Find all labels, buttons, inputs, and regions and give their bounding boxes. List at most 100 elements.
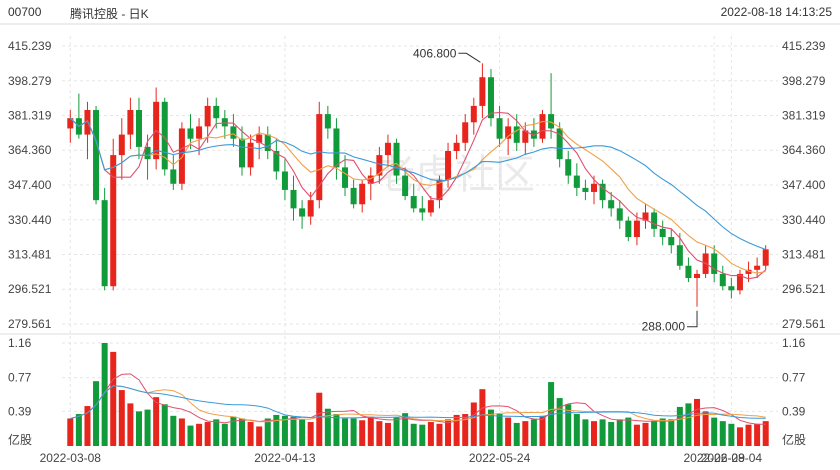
volume-bar: [376, 421, 383, 446]
price-tick-label-left: 347.400: [8, 178, 52, 192]
candle-body: [118, 134, 125, 156]
candle-body: [350, 187, 357, 205]
volume-bar: [84, 406, 91, 446]
volume-bar: [496, 414, 503, 446]
price-tick-label-right: 364.360: [782, 143, 826, 157]
volume-bar: [453, 414, 460, 446]
candle-body: [316, 114, 323, 201]
volume-bar: [728, 423, 735, 446]
volume-bar: [393, 417, 400, 446]
candle-body: [110, 155, 117, 287]
candle-body: [281, 171, 288, 190]
candle-body: [419, 208, 426, 213]
volume-bar: [590, 421, 598, 446]
volume-bar: [608, 422, 615, 446]
volume-bar: [247, 422, 254, 446]
price-tick-label-right: 279.561: [782, 317, 826, 331]
volume-bar: [556, 398, 563, 446]
volume-bar: [264, 418, 271, 446]
candle-body: [719, 273, 726, 287]
candle-body: [470, 105, 477, 123]
volume-bar: [762, 421, 769, 446]
price-tick-label-left: 296.521: [8, 282, 52, 296]
candle-body: [144, 146, 151, 160]
candle-body: [67, 118, 74, 129]
stock-code: 00700: [8, 5, 42, 19]
price-tick-label-left: 415.239: [8, 39, 52, 53]
candle-body: [711, 253, 718, 274]
candle-body: [342, 167, 349, 188]
candle-body: [728, 286, 735, 291]
volume-bar: [342, 418, 349, 446]
volume-bar: [238, 418, 246, 446]
volume-bar: [633, 424, 640, 446]
candle-body: [685, 265, 692, 279]
price-tick-label-right: 415.239: [782, 39, 826, 53]
candle-body: [633, 220, 640, 238]
volume-bar: [402, 413, 409, 446]
volume-tick-label-left: 1.16: [8, 336, 32, 350]
candle-body: [170, 169, 177, 184]
volume-bar: [582, 419, 589, 446]
candle-body: [762, 249, 769, 266]
price-tick-label-right: 398.279: [782, 74, 826, 88]
volume-bar: [565, 404, 572, 446]
candle-body: [668, 237, 675, 246]
price-tick-label-right: 313.481: [782, 247, 826, 261]
price-tick-label-left: 381.319: [8, 109, 52, 123]
candle-body: [135, 110, 142, 147]
price-tick-label-left: 398.279: [8, 74, 52, 88]
volume-bar: [668, 419, 675, 446]
candle-body: [599, 183, 606, 201]
candle-body: [127, 110, 134, 135]
candle-body: [487, 77, 494, 119]
volume-bar: [153, 397, 160, 446]
volume-bar: [93, 381, 100, 446]
timestamp: 2022-08-18 14:13:25: [720, 5, 832, 19]
volume-bar: [513, 422, 520, 446]
volume-bar: [754, 423, 761, 446]
candle-body: [530, 130, 537, 139]
candle-body: [213, 105, 220, 119]
volume-ma5-line: [70, 373, 766, 425]
ma5-line: [69, 111, 767, 280]
volume-bar: [204, 422, 211, 446]
volume-bar: [522, 421, 529, 446]
candle-body: [582, 187, 589, 192]
volume-bar: [144, 409, 151, 446]
low-annotation: 288.000: [642, 320, 686, 334]
candle-body: [196, 126, 203, 139]
volume-bar: [135, 411, 142, 446]
candle-body: [402, 175, 409, 197]
volume-bar: [273, 414, 280, 446]
candle-body: [93, 110, 100, 201]
volume-bar: [213, 419, 220, 446]
volume-bar: [367, 416, 374, 446]
volume-bar: [573, 414, 580, 446]
volume-bar: [230, 416, 237, 446]
date-tick-label: 2022-03-08: [40, 451, 102, 465]
volume-tick-label-right: 0.39: [782, 404, 806, 418]
volume-bar: [359, 420, 366, 446]
price-tick-label-right: 381.319: [782, 109, 826, 123]
volume-bar: [324, 408, 331, 446]
date-tick-label: 2022-05-24: [469, 451, 531, 465]
price-tick-label-left: 364.360: [8, 143, 52, 157]
candle-body: [264, 134, 271, 151]
candle-body: [238, 138, 246, 168]
volume-bar: [75, 414, 82, 446]
high-annotation: 406.800: [413, 46, 457, 60]
candle-body: [178, 128, 185, 184]
volume-bar: [299, 419, 306, 446]
stock-name: 腾讯控股 - 日K: [70, 7, 149, 21]
date-tick-label: 2022-08-04: [701, 451, 763, 465]
candle-body: [204, 105, 211, 127]
candle-body: [273, 150, 280, 172]
volume-tick-label-left: 0.77: [8, 371, 32, 385]
volume-bar: [479, 389, 486, 446]
volume-bar: [487, 409, 494, 446]
volume-tick-label-right: 0.77: [782, 371, 806, 385]
candle-body: [590, 183, 598, 192]
volume-bar: [736, 427, 743, 446]
